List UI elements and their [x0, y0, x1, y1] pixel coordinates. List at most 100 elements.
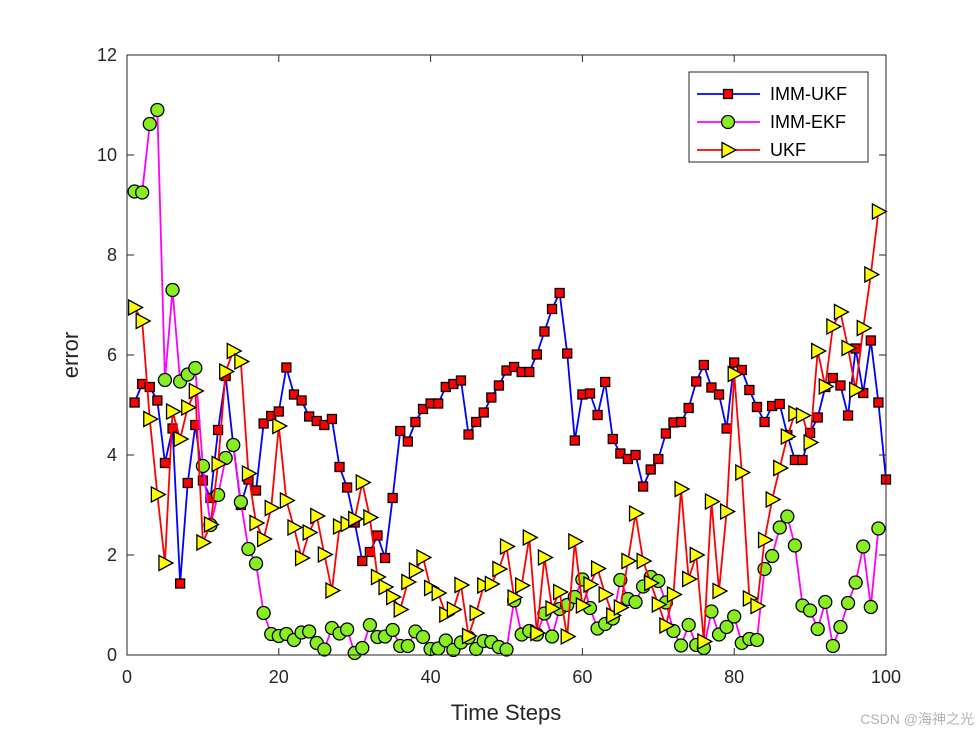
x-tick-label: 80 [724, 667, 744, 687]
legend-box [688, 71, 869, 163]
data-point-ukf [135, 312, 152, 330]
data-point-ukf [143, 410, 160, 428]
data-point-ukf [651, 595, 668, 614]
data-point-imm-ekf [188, 360, 203, 376]
data-point-ukf [552, 583, 570, 601]
data-point-imm-ekf [226, 437, 241, 453]
data-point-imm-ekf [302, 624, 317, 639]
data-point-imm-ukf [417, 403, 429, 415]
data-point-imm-ekf [362, 617, 378, 633]
data-point-imm-ukf [683, 402, 694, 414]
data-point-imm-ukf [129, 397, 140, 408]
data-point-imm-ukf [751, 401, 763, 413]
data-point-imm-ukf [152, 395, 163, 406]
data-point-imm-ukf [660, 428, 672, 439]
series-imm-ekf [127, 102, 886, 661]
ticks-layer: 0 20 40 60 80 100 0 2 4 6 8 10 12 [97, 45, 901, 687]
data-point-imm-ukf [569, 435, 580, 446]
data-point-ukf [545, 599, 562, 618]
data-point-ukf [689, 546, 706, 564]
data-point-imm-ukf [827, 372, 839, 384]
data-point-imm-ukf [873, 397, 884, 408]
data-point-ukf [644, 574, 661, 592]
data-point-ukf [454, 576, 471, 594]
data-point-imm-ekf [749, 632, 765, 648]
data-point-imm-ukf [729, 357, 740, 368]
data-point-ukf [302, 523, 319, 542]
data-point-imm-ukf [159, 457, 171, 469]
data-point-ukf [841, 339, 858, 357]
data-point-imm-ukf [296, 395, 307, 406]
data-point-imm-ukf [744, 384, 755, 396]
data-point-imm-ekf [339, 622, 355, 637]
data-point-imm-ukf [395, 425, 406, 437]
data-point-ukf [234, 352, 251, 371]
data-point-ukf [363, 508, 380, 527]
data-point-imm-ukf [842, 410, 854, 421]
data-point-imm-ekf [787, 538, 803, 553]
data-point-imm-ekf [765, 548, 780, 564]
data-point-imm-ekf [165, 282, 180, 298]
data-point-ukf [575, 596, 592, 615]
data-point-imm-ukf [319, 419, 330, 431]
data-point-ukf [469, 604, 486, 622]
data-point-ukf [515, 576, 532, 595]
data-point-ukf [127, 298, 144, 317]
legend-item-imm-ekf: IMM-EKF [697, 112, 846, 132]
data-point-ukf [446, 600, 463, 619]
data-point-ukf [348, 510, 365, 528]
data-point-ukf [279, 491, 296, 510]
data-point-imm-ekf [780, 509, 795, 524]
data-point-imm-ekf [727, 609, 742, 624]
data-point-ukf [765, 490, 782, 509]
data-point-ukf [158, 554, 175, 572]
data-point-ukf [294, 549, 311, 567]
data-point-ukf [636, 552, 653, 570]
data-point-ukf [795, 406, 812, 425]
data-point-ukf [773, 459, 790, 477]
data-point-ukf [264, 499, 281, 517]
legend-label-ukf: UKF [770, 140, 806, 160]
data-point-imm-ukf [600, 376, 611, 388]
data-point-ukf [811, 342, 828, 360]
data-point-ukf [150, 485, 167, 504]
data-point-imm-ukf [144, 381, 155, 393]
data-point-imm-ekf [673, 638, 689, 653]
legend-item-imm-ukf: IMM-UKF [697, 84, 847, 104]
data-point-imm-ukf [197, 475, 209, 486]
data-point-imm-ukf [554, 287, 565, 299]
x-tick-label: 0 [122, 667, 132, 687]
data-point-ukf [408, 561, 425, 580]
data-point-ukf [416, 548, 433, 567]
data-point-ukf [287, 518, 304, 537]
data-point-imm-ukf [675, 416, 687, 428]
data-point-ukf [590, 559, 607, 578]
data-point-ukf [165, 402, 182, 421]
legend: IMM-UKF IMM-EKF UKF [688, 71, 869, 163]
data-point-imm-ekf [848, 575, 863, 590]
data-point-ukf [188, 382, 205, 400]
data-point-imm-ekf [810, 621, 825, 637]
data-point-imm-ukf [410, 416, 421, 428]
x-tick-label: 40 [421, 667, 441, 687]
x-tick-label: 60 [572, 667, 592, 687]
data-point-ukf [856, 319, 873, 337]
data-point-ukf [484, 575, 501, 593]
data-point-imm-ukf [341, 482, 353, 493]
data-point-imm-ukf [379, 552, 391, 564]
data-point-imm-ukf [615, 448, 626, 459]
data-point-imm-ukf [691, 376, 702, 387]
data-point-imm-ukf [470, 416, 482, 428]
y-axis-label: error [58, 332, 83, 378]
data-point-imm-ukf [592, 409, 603, 421]
data-point-imm-ukf [334, 461, 345, 473]
data-point-imm-ekf [248, 556, 264, 571]
data-point-imm-ekf [150, 102, 165, 118]
data-point-imm-ekf [241, 541, 256, 557]
data-point-imm-ekf [719, 619, 734, 635]
y-tick-label: 10 [97, 145, 117, 165]
data-point-imm-ekf [628, 594, 643, 610]
data-point-ukf [461, 627, 478, 645]
data-point-ukf [598, 585, 615, 604]
data-point-ukf [871, 202, 888, 221]
